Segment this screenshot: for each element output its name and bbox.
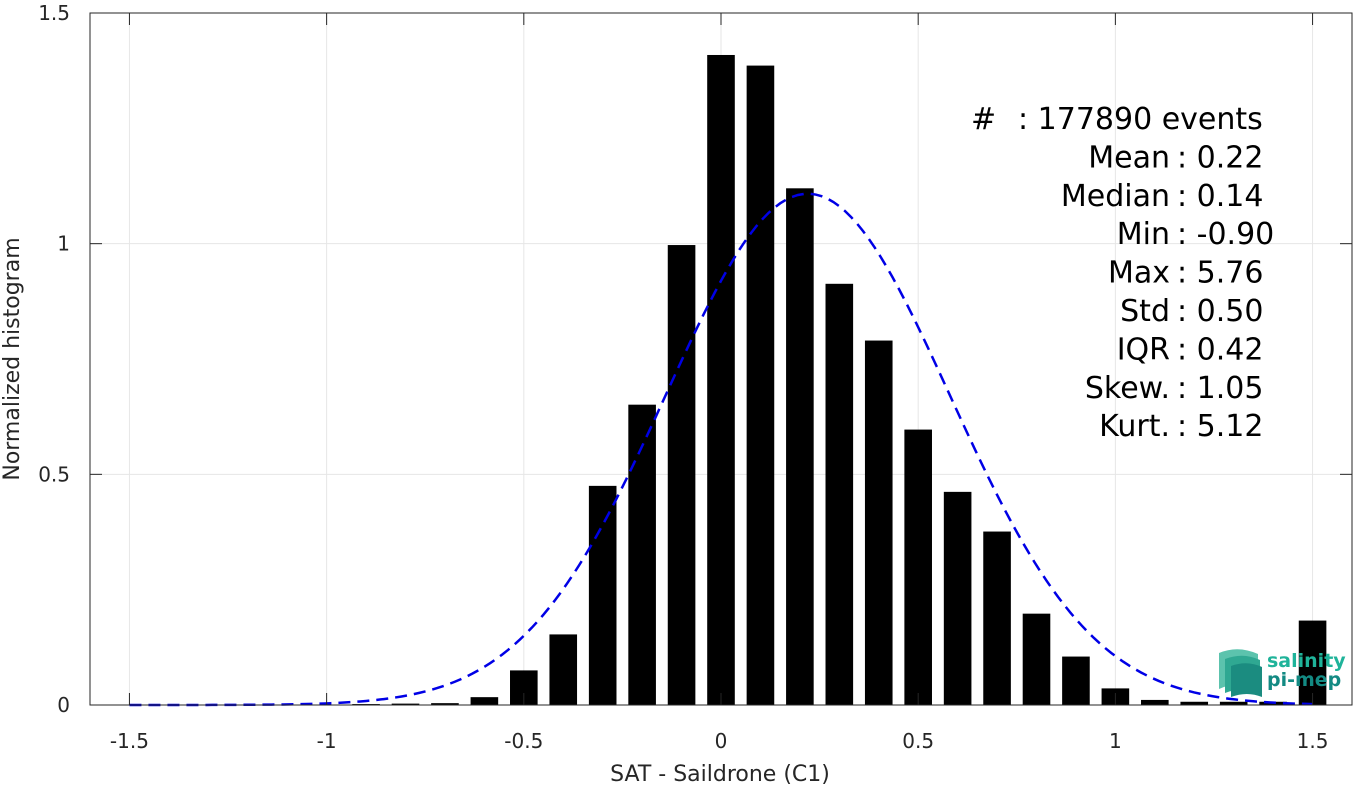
- histogram-bar: [786, 188, 814, 706]
- histogram-bar: [904, 429, 932, 705]
- logo-text-pi-mep: pi-mep: [1267, 669, 1341, 691]
- stat-row: Median: 0.14: [1061, 179, 1264, 214]
- histogram-bars: [352, 54, 1327, 706]
- stat-value: : 5.76: [1177, 256, 1263, 291]
- stat-row: Mean: 0.22: [1088, 140, 1263, 175]
- x-tick-label: 0: [715, 729, 728, 753]
- stat-label: Mean: [1088, 140, 1170, 175]
- y-tick-label: 1: [57, 232, 70, 256]
- x-axis-label: SAT - Saildrone (C1): [610, 762, 830, 785]
- histogram-bar: [588, 485, 617, 705]
- stat-label: #: [971, 102, 996, 137]
- salinity-pi-mep-logo: salinity pi-mep: [1219, 649, 1346, 697]
- histogram-bar: [864, 340, 893, 705]
- histogram-bar: [943, 491, 972, 705]
- stat-value: : 5.12: [1177, 409, 1263, 444]
- stat-label: Kurt.: [1099, 409, 1170, 444]
- x-tick-label: -1.5: [110, 729, 149, 753]
- tick-labels: -1.5 -1 -0.5 0 0.5 1 1.5 0 0.5 1 1.5: [38, 1, 1328, 753]
- logo-text-salinity: salinity: [1267, 650, 1346, 672]
- histogram-bar: [983, 531, 1011, 705]
- x-tick-label: 1: [1109, 729, 1122, 753]
- stat-value: : 1.05: [1177, 371, 1263, 406]
- x-tick-label: -0.5: [504, 729, 543, 753]
- histogram-bar: [391, 703, 420, 705]
- stat-value: : 0.42: [1177, 332, 1263, 367]
- histogram-bar: [1180, 701, 1209, 705]
- stat-label: Skew.: [1085, 371, 1170, 406]
- stat-label: Max: [1108, 256, 1170, 291]
- y-tick-label: 0.5: [38, 462, 70, 486]
- y-tick-label: 1.5: [38, 1, 70, 25]
- stat-value: : 0.14: [1177, 179, 1263, 214]
- stat-value: : 177890 events: [1018, 102, 1263, 137]
- stat-row: Min: -0.90: [1117, 217, 1275, 252]
- stat-label: IQR: [1117, 332, 1170, 367]
- histogram-bar: [667, 245, 696, 705]
- x-tick-label: 0.5: [902, 729, 934, 753]
- stat-value: : 0.22: [1177, 140, 1263, 175]
- histogram-bar: [825, 283, 854, 705]
- histogram-bar: [470, 697, 499, 705]
- stat-value: : 0.50: [1177, 294, 1263, 329]
- histogram-bar: [549, 634, 578, 705]
- stat-label: Min: [1117, 217, 1170, 252]
- histogram-bar: [1298, 620, 1327, 705]
- histogram-bar: [1219, 701, 1248, 705]
- stat-value: : -0.90: [1177, 217, 1274, 252]
- y-tick-label: 0: [57, 693, 70, 717]
- x-tick-label: -1: [317, 729, 337, 753]
- y-axis-label: Normalized histogram: [0, 237, 25, 480]
- stat-label: Std: [1120, 294, 1170, 329]
- x-tick-label: 1.5: [1297, 729, 1329, 753]
- histogram-bar: [746, 65, 775, 706]
- stat-row: Std: 0.50: [1120, 294, 1263, 329]
- histogram-bar: [707, 54, 735, 706]
- stat-label: Median: [1061, 179, 1170, 214]
- histogram-bar: [1141, 699, 1169, 705]
- histogram-bar: [1062, 656, 1090, 705]
- histogram-bar: [1022, 613, 1051, 705]
- histogram-bar: [431, 703, 459, 705]
- axes: [89, 12, 1353, 706]
- stat-row: Max: 5.76: [1108, 256, 1263, 291]
- stat-row: # : 177890 events: [971, 102, 1263, 137]
- stat-row: IQR: 0.42: [1117, 332, 1264, 367]
- stat-row: Kurt.: 5.12: [1099, 409, 1263, 444]
- stat-row: Skew.: 1.05: [1085, 371, 1264, 406]
- logo-mark-icon: [1219, 649, 1262, 697]
- histogram-bar: [628, 404, 656, 705]
